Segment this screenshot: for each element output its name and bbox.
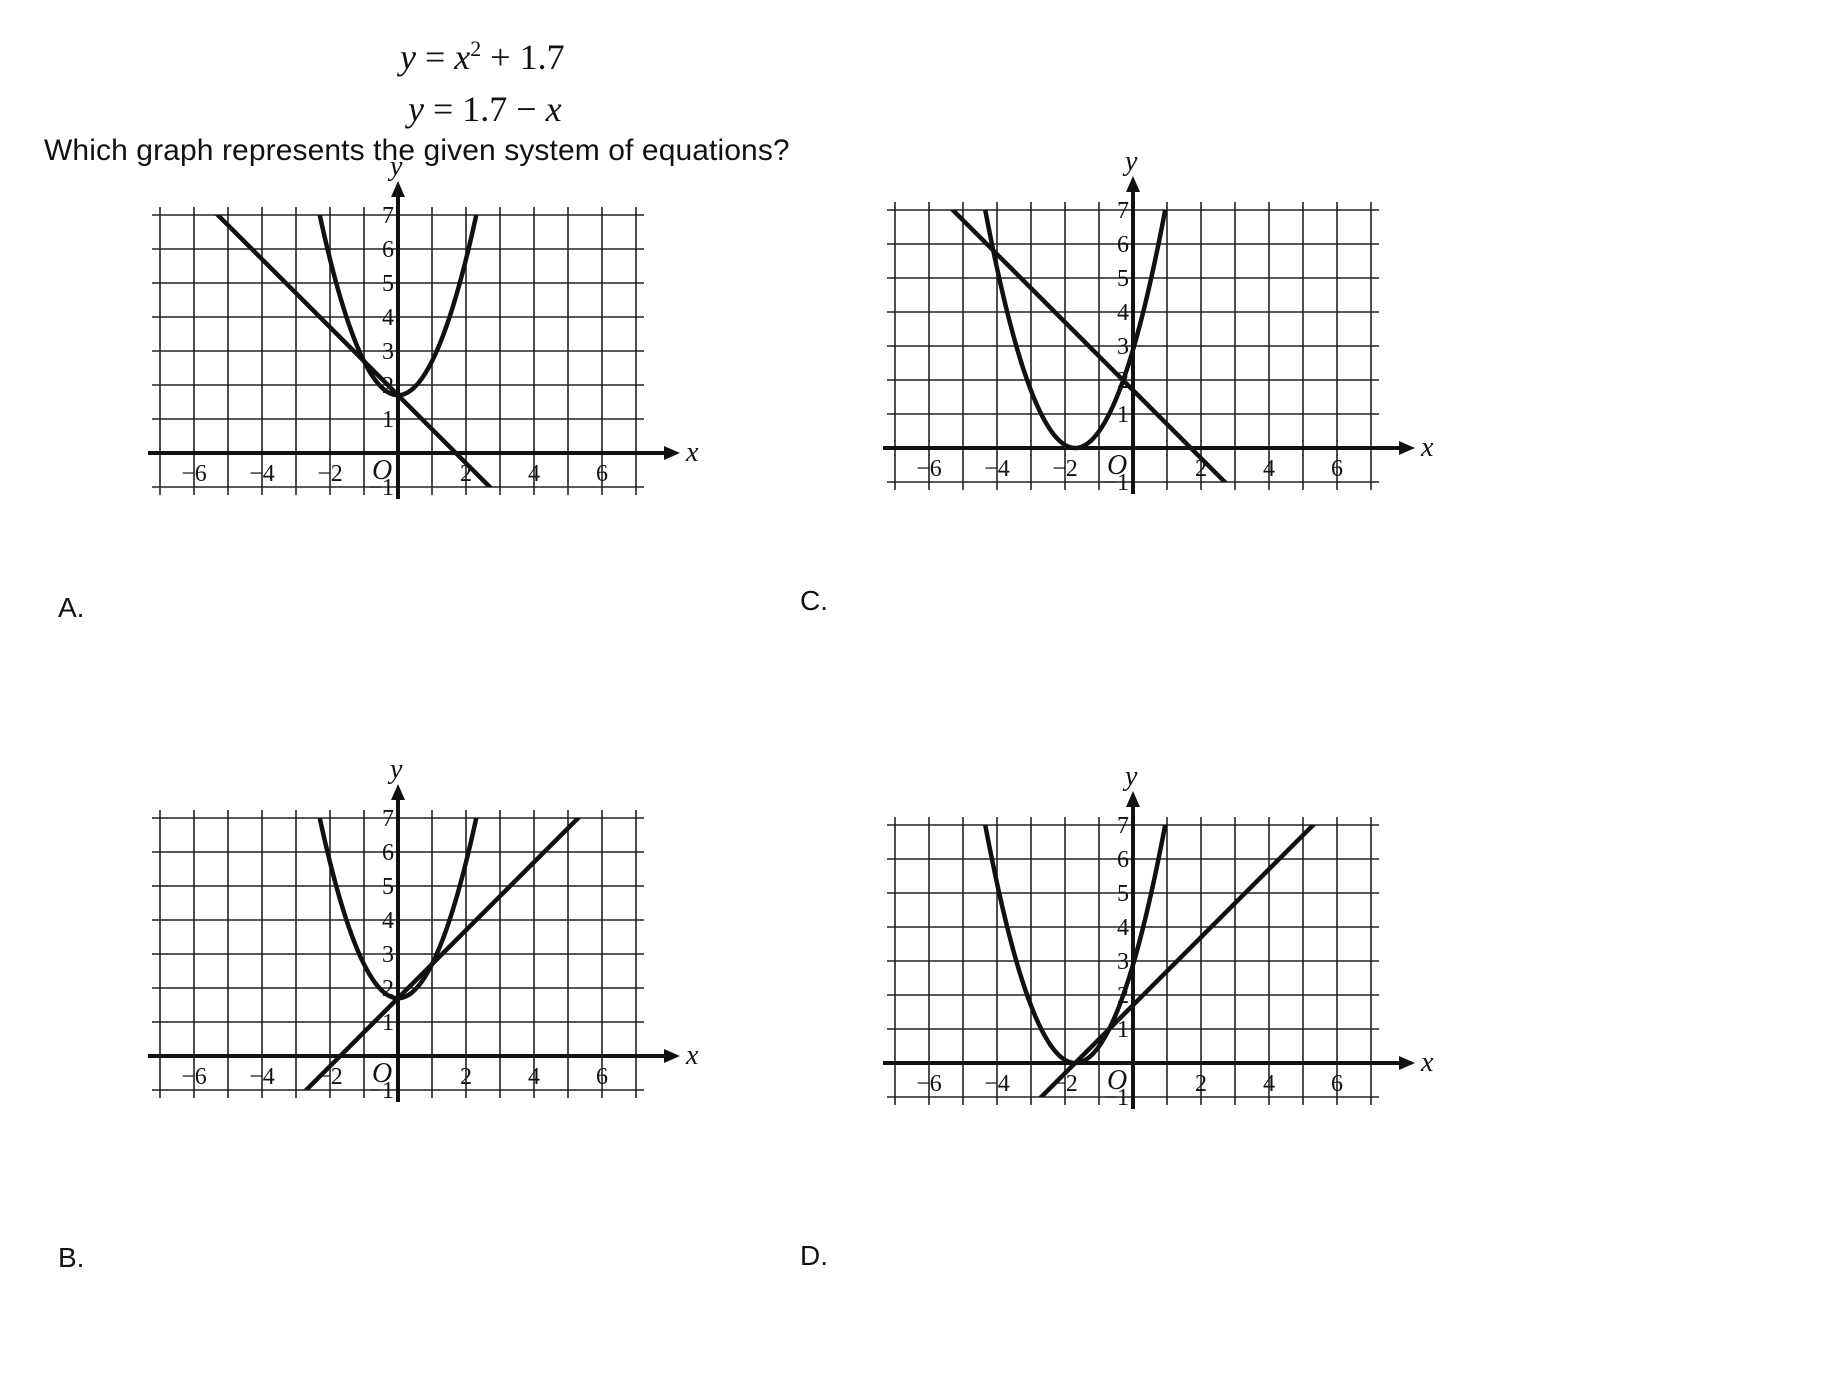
curves: [949, 210, 1228, 482]
y-axis-label: y: [387, 754, 403, 785]
y-tick-label: 6: [1117, 847, 1129, 873]
y-tick-label: 3: [1117, 949, 1129, 975]
eq2-lhs: y: [408, 89, 424, 129]
x-tick-label: −6: [181, 1064, 207, 1090]
y-tick-label: 7: [1117, 198, 1129, 224]
x-tick-label: 4: [528, 461, 540, 487]
curves: [303, 818, 582, 1090]
eq2-mid: = 1.7 −: [423, 89, 546, 129]
curves: [982, 825, 1317, 1097]
x-tick-label: 6: [596, 461, 608, 487]
parabola-curve: [982, 210, 1168, 451]
y-tick-label: 1: [1117, 1017, 1129, 1043]
y-tick-label: 4: [1117, 300, 1129, 326]
x-tick-label: 2: [460, 1064, 472, 1090]
choice-label-d[interactable]: D.: [800, 1240, 828, 1271]
y-axis-arrow: [391, 784, 405, 800]
x-axis-label: x: [1420, 1047, 1434, 1078]
line-curve: [1038, 825, 1317, 1097]
x-tick-label: 6: [1331, 456, 1343, 482]
y-tick-label: −1: [368, 475, 394, 501]
x-tick-label: −4: [249, 1064, 275, 1090]
y-tick-label: 5: [382, 271, 394, 297]
y-tick-label: 7: [1117, 813, 1129, 839]
y-tick-label: 3: [1117, 334, 1129, 360]
y-tick-label: −1: [368, 1078, 394, 1104]
x-tick-label: −6: [916, 456, 942, 482]
y-tick-label: 6: [382, 237, 394, 263]
y-tick-label: −1: [1103, 470, 1129, 496]
y-axis-arrow: [391, 181, 405, 197]
x-tick-label: 4: [1263, 456, 1275, 482]
x-tick-label: 6: [596, 1064, 608, 1090]
origin-label: O: [1107, 450, 1127, 481]
y-tick-label: 3: [382, 339, 394, 365]
choice-label-b[interactable]: B.: [58, 1242, 85, 1273]
x-axis-label: x: [685, 1040, 699, 1071]
y-tick-label: 7: [382, 806, 394, 832]
y-tick-label: 6: [382, 840, 394, 866]
x-axis-arrow: [664, 1049, 680, 1063]
y-tick-label: 1: [382, 407, 394, 433]
y-axis-label: y: [1122, 146, 1138, 177]
y-axis-arrow: [1126, 176, 1140, 192]
y-tick-label: 4: [382, 908, 394, 934]
x-axis-arrow: [664, 446, 680, 460]
y-tick-label: 1: [382, 1010, 394, 1036]
equation-parabola: y = x2 + 1.7: [400, 36, 565, 78]
y-tick-label: 3: [382, 942, 394, 968]
line-curve: [949, 210, 1228, 482]
question-text: Which graph represents the given system …: [44, 134, 790, 167]
y-tick-label: 5: [1117, 881, 1129, 907]
x-tick-label: 6: [1331, 1071, 1343, 1097]
equation-line: y = 1.7 − x: [408, 88, 562, 130]
line-curve: [303, 818, 582, 1090]
origin-label: O: [372, 1058, 392, 1089]
eq1-equals: =: [415, 37, 455, 77]
origin-label: O: [372, 455, 392, 486]
line-curve: [214, 215, 493, 487]
x-tick-label: 2: [1195, 1071, 1207, 1097]
y-tick-label: 7: [382, 203, 394, 229]
y-axis-label: y: [1122, 761, 1138, 792]
x-axis-arrow: [1399, 1056, 1415, 1070]
y-tick-label: 4: [1117, 915, 1129, 941]
y-axis-label: y: [387, 151, 403, 182]
x-axis-label: x: [1420, 432, 1434, 463]
y-tick-label: 4: [382, 305, 394, 331]
x-axis-label: x: [685, 437, 699, 468]
eq1-exponent: 2: [470, 36, 482, 61]
y-tick-label: 5: [1117, 266, 1129, 292]
x-tick-label: −4: [249, 461, 275, 487]
choice-label-a[interactable]: A.: [58, 592, 85, 623]
choice-label-c[interactable]: C.: [800, 585, 828, 616]
eq2-var: x: [545, 89, 562, 129]
x-tick-label: 4: [528, 1064, 540, 1090]
parabola-curve: [982, 825, 1168, 1066]
y-tick-label: 5: [382, 874, 394, 900]
x-tick-label: 4: [1263, 1071, 1275, 1097]
eq1-lhs: y: [400, 37, 416, 77]
x-tick-label: −6: [181, 461, 207, 487]
origin-label: O: [1107, 1065, 1127, 1096]
x-tick-label: −2: [317, 461, 343, 487]
x-tick-label: −2: [1052, 456, 1078, 482]
y-tick-label: 6: [1117, 232, 1129, 258]
y-axis-arrow: [1126, 791, 1140, 807]
x-tick-label: −4: [984, 1071, 1010, 1097]
x-axis-arrow: [1399, 441, 1415, 455]
eq1-base: x: [454, 37, 471, 77]
x-tick-label: −6: [916, 1071, 942, 1097]
y-tick-label: 1: [1117, 402, 1129, 428]
y-tick-label: −1: [1103, 1085, 1129, 1111]
eq1-rest: + 1.7: [481, 37, 565, 77]
x-tick-label: −4: [984, 456, 1010, 482]
curves: [214, 215, 493, 487]
